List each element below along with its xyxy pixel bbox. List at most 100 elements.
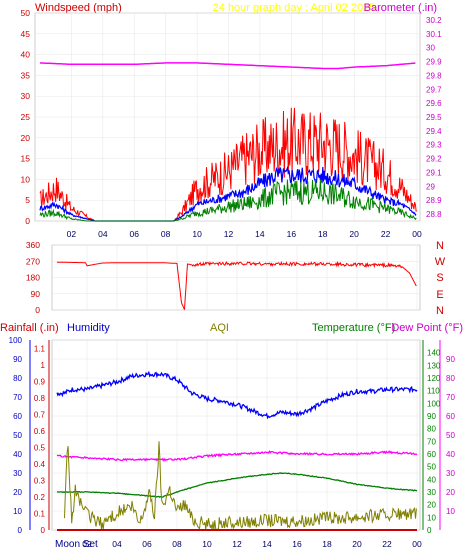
barometer-tick-label: 30.2 bbox=[426, 16, 442, 25]
barometer-tick-label: 28.8 bbox=[426, 210, 442, 219]
panel3-x-tick-label: 16 bbox=[292, 539, 302, 549]
rainfall-tick-label: 0.4 bbox=[34, 460, 46, 469]
humidity-line bbox=[56, 370, 418, 420]
barometer-tick-label: 29.9 bbox=[426, 58, 442, 67]
temperature-tick-label: 40 bbox=[427, 475, 436, 484]
dewpoint-tick-label: 80 bbox=[446, 374, 455, 383]
barometer-tick-label: 29.6 bbox=[426, 99, 442, 108]
windspeed-tick-label: 25 bbox=[21, 112, 31, 122]
dewpoint-axis-label: Dew Point (°F) bbox=[391, 322, 463, 334]
wind-barometer-panel: 0 5 10 15 20 25 30 35 40 45 50 28.8 28.9 29 29.1 29.2 2… bbox=[21, 8, 443, 239]
barometer-line bbox=[39, 62, 416, 70]
temperature-tick-label: 0 bbox=[427, 526, 432, 535]
panel1-x-tick-label: 04 bbox=[98, 229, 108, 239]
panel3-x-tick-label: 20 bbox=[352, 539, 362, 549]
aqi-label: AQI bbox=[210, 322, 229, 334]
wind-direction-line bbox=[57, 260, 417, 310]
panel3-x-tick-label: 06 bbox=[142, 539, 152, 549]
humidity-tick-label: 40 bbox=[13, 450, 22, 459]
humidity-axis-label: Humidity bbox=[67, 322, 110, 334]
panel1-x-tick-label: 06 bbox=[130, 229, 140, 239]
humidity-tick-label: 70 bbox=[13, 393, 22, 402]
compass-label: E bbox=[436, 289, 443, 301]
panel1-x-tick-label: 20 bbox=[349, 229, 359, 239]
temperature-tick-label: 90 bbox=[427, 412, 436, 421]
barometer-tick-label: 29.8 bbox=[426, 71, 442, 80]
barometer-tick-label: 29.4 bbox=[426, 127, 442, 136]
panel1-x-tick-label: 10 bbox=[192, 229, 202, 239]
panel3-x-tick-label: 14 bbox=[262, 539, 272, 549]
rainfall-tick-label: 1.1 bbox=[34, 344, 46, 353]
panel3-x-tick-label: 22 bbox=[382, 539, 392, 549]
humidity-tick-label: 20 bbox=[13, 488, 22, 497]
graph-title: 24 hour graph day : April 02 2025 bbox=[213, 2, 376, 14]
temperature-line bbox=[56, 472, 418, 499]
rainfall-tick-label: 0.6 bbox=[34, 427, 46, 436]
temperature-tick-label: 20 bbox=[427, 501, 436, 510]
temperature-tick-label: 70 bbox=[427, 437, 436, 446]
dewpoint-tick-label: 50 bbox=[446, 431, 455, 440]
rainfall-tick-label: 0.8 bbox=[34, 394, 46, 403]
temperature-tick-label: 30 bbox=[427, 488, 436, 497]
barometer-tick-label: 29 bbox=[426, 182, 435, 191]
rainfall-tick-label: 0.5 bbox=[34, 443, 46, 452]
temperature-axis-label: Temperature (°F) bbox=[312, 322, 395, 334]
panel3-x-tick-label: 04 bbox=[112, 539, 122, 549]
windspeed-tick-label: 0 bbox=[25, 216, 30, 226]
barometer-tick-label: 29.2 bbox=[426, 155, 442, 164]
panel3-x-tick-label: 10 bbox=[202, 539, 212, 549]
windspeed-tick-label: 40 bbox=[21, 50, 31, 60]
rainfall-tick-label: 0 bbox=[41, 526, 46, 535]
humidity-tick-label: 50 bbox=[13, 431, 22, 440]
humidity-tick-label: 0 bbox=[18, 526, 23, 535]
rainfall-tick-label: 0.3 bbox=[34, 476, 46, 485]
temperature-tick-label: 10 bbox=[427, 513, 436, 522]
aqi-line bbox=[64, 441, 417, 532]
barometer-tick-label: 29.1 bbox=[426, 168, 442, 177]
dewpoint-tick-label: 70 bbox=[446, 393, 455, 402]
dewpoint-tick-label: 30 bbox=[446, 469, 455, 478]
dewpoint-tick-label: 10 bbox=[446, 507, 455, 516]
windspeed-tick-label: 30 bbox=[21, 91, 31, 101]
barometer-tick-label: 30 bbox=[426, 44, 435, 53]
dewpoint-line bbox=[56, 450, 418, 462]
windspeed-tick-label: 10 bbox=[21, 174, 31, 184]
panel1-x-tick-label: 14 bbox=[255, 229, 265, 239]
barometer-axis-label: Barometer (.in) bbox=[364, 2, 437, 14]
compass-label: S bbox=[436, 272, 443, 284]
panel3-x-tick-label: 12 bbox=[232, 539, 242, 549]
barometer-tick-label: 29.5 bbox=[426, 113, 442, 122]
humidity-tick-label: 80 bbox=[13, 374, 22, 383]
humidity-tick-label: 30 bbox=[13, 469, 22, 478]
humidity-temperature-panel: 010203040506070809010000.10.20.30.40.50.… bbox=[9, 336, 456, 549]
rainfall-axis-label: Rainfall (.in) bbox=[0, 322, 59, 334]
compass-label: N bbox=[436, 305, 444, 317]
temperature-tick-label: 120 bbox=[427, 374, 441, 383]
humidity-tick-label: 60 bbox=[13, 412, 22, 421]
moon-set-label: Moon Set bbox=[55, 539, 98, 550]
temperature-tick-label: 100 bbox=[427, 399, 441, 408]
direction-tick-label: 360 bbox=[26, 240, 40, 250]
panel1-x-tick-label: 00 bbox=[412, 229, 422, 239]
rainfall-tick-label: 0.1 bbox=[34, 509, 46, 518]
barometer-tick-label: 29.3 bbox=[426, 141, 442, 150]
rainfall-tick-label: 0.2 bbox=[34, 493, 46, 502]
panel1-x-tick-label: 12 bbox=[224, 229, 234, 239]
temperature-tick-label: 60 bbox=[427, 450, 436, 459]
direction-tick-label: 270 bbox=[26, 256, 40, 266]
temperature-tick-label: 80 bbox=[427, 425, 436, 434]
windspeed-axis-label: Windspeed (mph) bbox=[35, 2, 122, 14]
temperature-tick-label: 130 bbox=[427, 361, 441, 370]
panel1-x-tick-label: 08 bbox=[161, 229, 171, 239]
rainfall-tick-label: 0.9 bbox=[34, 377, 46, 386]
speed-line bbox=[39, 178, 417, 222]
windspeed-tick-label: 35 bbox=[21, 70, 31, 80]
panel1-x-tick-label: 02 bbox=[67, 229, 77, 239]
rainfall-tick-label: 0.7 bbox=[34, 410, 46, 419]
compass-label: N bbox=[436, 240, 444, 252]
dewpoint-tick-label: 90 bbox=[446, 355, 455, 364]
panel3-x-tick-label: 18 bbox=[322, 539, 332, 549]
panel3-x-tick-label: 02 bbox=[82, 539, 92, 549]
